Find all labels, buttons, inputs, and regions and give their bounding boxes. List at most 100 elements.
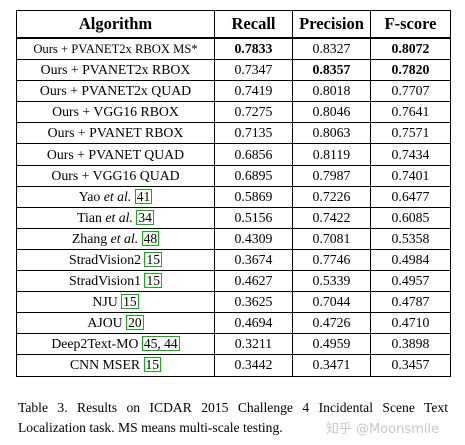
cell-recall: 0.3625: [214, 291, 293, 314]
citation-link[interactable]: 48: [141, 230, 160, 246]
header-fscore: F-score: [370, 10, 451, 39]
cell-fscore: 0.7820: [370, 59, 451, 82]
cell-recall: 0.3211: [214, 333, 293, 356]
table-row: Ours + PVANET2x QUAD 0.7419 0.8018 0.7707: [16, 80, 451, 103]
cell-fscore: 0.3898: [370, 333, 451, 356]
table-row: Ours + PVANET2x RBOX 0.7347 0.8357 0.7820: [16, 59, 451, 82]
cell-algorithm: StradVision1 15: [16, 270, 215, 293]
cell-precision: 0.4959: [292, 333, 371, 356]
cell-algorithm: Deep2Text-MO 45, 44: [16, 333, 215, 356]
algorithm-name: AJOU: [87, 315, 123, 331]
cell-algorithm: Ours + PVANET2x RBOX MS*: [16, 37, 215, 61]
cell-recall: 0.7347: [214, 59, 293, 82]
algorithm-name: Ours + VGG16 QUAD: [51, 167, 180, 183]
table-body: Ours + PVANET2x RBOX MS* 0.7833 0.8327 0.80…: [16, 37, 451, 377]
header-recall: Recall: [214, 10, 293, 39]
cell-algorithm: Zhang et al. 48: [16, 227, 215, 250]
cell-fscore: 0.7434: [370, 143, 451, 166]
algorithm-name: Tian: [77, 209, 102, 225]
cell-recall: 0.5156: [214, 206, 293, 229]
cell-precision: 0.7226: [292, 185, 371, 208]
cell-recall: 0.4627: [214, 270, 293, 293]
citation-link[interactable]: 41: [134, 188, 153, 204]
cell-precision: 0.8046: [292, 101, 371, 124]
cell-recall: 0.7275: [214, 101, 293, 124]
table-row: Yao et al. 41 0.5869 0.7226 0.6477: [16, 185, 451, 208]
cell-recall: 0.3674: [214, 248, 293, 272]
cell-algorithm: Ours + PVANET QUAD: [16, 143, 215, 166]
cell-algorithm: Ours + VGG16 QUAD: [16, 164, 215, 187]
cell-precision: 0.4726: [292, 312, 371, 335]
cell-precision: 0.5339: [292, 270, 371, 293]
algorithm-name: NJU: [92, 294, 118, 310]
cell-precision: 0.8327: [292, 37, 371, 61]
cell-fscore: 0.7641: [370, 101, 451, 124]
algorithm-name: Ours + PVANET QUAD: [46, 146, 185, 162]
algorithm-et-al: et al.: [110, 230, 139, 246]
citation-link[interactable]: 15: [121, 294, 139, 310]
cell-precision: 0.8357: [292, 59, 371, 82]
cell-recall: 0.3442: [214, 354, 293, 377]
table-row: Ours + PVANET RBOX 0.7135 0.8063 0.7571: [16, 122, 451, 145]
table-row: Ours + VGG16 RBOX 0.7275 0.8046 0.7641: [16, 101, 451, 124]
cell-precision: 0.8018: [292, 80, 371, 103]
cell-fscore: 0.6477: [370, 185, 451, 208]
algorithm-name: Deep2Text-MO: [51, 336, 139, 352]
cell-precision: 0.7081: [292, 227, 371, 250]
cell-fscore: 0.8072: [370, 37, 451, 61]
table-row: AJOU 20 0.4694 0.4726 0.4710: [16, 312, 451, 335]
cell-algorithm: Ours + PVANET RBOX: [16, 122, 215, 145]
header-precision: Precision: [292, 10, 371, 39]
cell-recall: 0.7135: [214, 122, 293, 145]
algorithm-et-al: et al.: [105, 209, 133, 225]
cell-recall: 0.6856: [214, 143, 293, 166]
cell-algorithm: AJOU 20: [16, 312, 215, 335]
cell-algorithm: Tian et al. 34: [16, 206, 215, 229]
cell-algorithm: CNN MSER 15: [16, 354, 215, 377]
algorithm-name: Yao: [78, 188, 101, 204]
table-row: Ours + PVANET QUAD 0.6856 0.8119 0.7434: [16, 143, 451, 166]
table-row: Zhang et al. 48 0.4309 0.7081 0.5358: [16, 227, 451, 250]
cell-fscore: 0.7707: [370, 80, 451, 103]
watermark: 知乎 @Moonsmile: [325, 422, 439, 437]
table-row: Tian et al. 34 0.5156 0.7422 0.6085: [16, 206, 451, 229]
cell-fscore: 0.7401: [370, 164, 451, 187]
table-row: NJU 15 0.3625 0.7044 0.4787: [16, 291, 451, 314]
results-table: Algorithm Recall Precision F-score Ours …: [16, 10, 451, 377]
cell-fscore: 0.3457: [370, 354, 451, 377]
cell-algorithm: Yao et al. 41: [16, 185, 215, 208]
table-row: Ours + PVANET2x RBOX MS* 0.7833 0.8327 0.80…: [16, 37, 451, 61]
cell-fscore: 0.4787: [370, 291, 451, 314]
citation-link[interactable]: 15: [143, 357, 162, 373]
cell-algorithm: Ours + VGG16 RBOX: [16, 101, 215, 124]
cell-algorithm: Ours + PVANET2x QUAD: [16, 80, 215, 103]
algorithm-name: Zhang: [71, 230, 108, 246]
citation-link[interactable]: 45, 44: [141, 336, 180, 352]
cell-precision: 0.7987: [292, 164, 371, 187]
algorithm-name: StradVision2: [69, 251, 142, 267]
citation-link[interactable]: 20: [126, 315, 144, 331]
cell-fscore: 0.5358: [370, 227, 451, 250]
algorithm-name: CNN MSER: [69, 357, 141, 373]
citation-link[interactable]: 15: [144, 251, 162, 267]
cell-fscore: 0.6085: [370, 206, 451, 229]
cell-algorithm: StradVision2 15: [16, 248, 215, 272]
table-row: StradVision2 15 0.3674 0.7746 0.4984: [16, 248, 451, 272]
results-table-container: Algorithm Recall Precision F-score Ours …: [16, 10, 451, 377]
algorithm-name: StradVision1: [69, 273, 142, 289]
cell-fscore: 0.7571: [370, 122, 451, 145]
cell-algorithm: Ours + PVANET2x RBOX: [16, 59, 215, 82]
cell-recall: 0.5869: [214, 185, 293, 208]
cell-recall: 0.6895: [214, 164, 293, 187]
citation-link[interactable]: 15: [144, 273, 162, 289]
cell-recall: 0.7419: [214, 80, 293, 103]
table-row: CNN MSER 15 0.3442 0.3471 0.3457: [16, 354, 451, 377]
cell-precision: 0.3471: [292, 354, 371, 377]
cell-precision: 0.8063: [292, 122, 371, 145]
algorithm-name: Ours + PVANET2x QUAD: [39, 83, 192, 99]
cell-recall: 0.7833: [214, 37, 293, 61]
cell-fscore: 0.4957: [370, 270, 451, 293]
citation-link[interactable]: 34: [136, 209, 154, 225]
algorithm-name: Ours + VGG16 RBOX: [52, 104, 179, 120]
algorithm-name: Ours + PVANET RBOX: [47, 125, 184, 141]
